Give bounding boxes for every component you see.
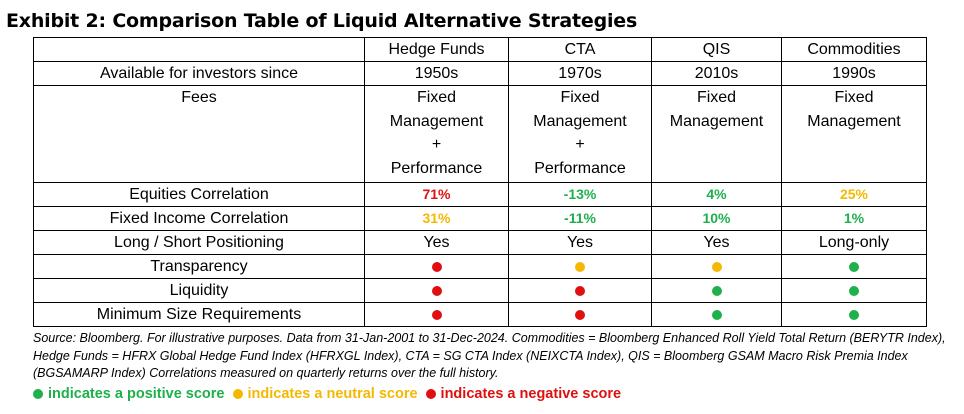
score-dot-icon <box>575 261 585 272</box>
equities-value: 25% <box>781 182 927 207</box>
fee-line: Fixed <box>416 89 457 106</box>
red-dot-icon <box>425 389 436 399</box>
row-label: Minimum Size Requirements <box>33 302 365 327</box>
since-value: 1970s <box>508 61 652 86</box>
legend-text: indicates a positive score <box>48 386 225 402</box>
fee-line: + <box>431 136 442 153</box>
score-dot-icon <box>575 309 585 320</box>
positioning-value: Yes <box>651 230 782 255</box>
fees-cell: Fixed Management <box>781 85 927 183</box>
fee-line: Performance <box>534 159 626 177</box>
min-size-cell <box>651 302 782 327</box>
column-header: Commodities <box>781 37 927 62</box>
legend-item-negative: indicates a negative score <box>425 386 622 402</box>
min-size-row: Minimum Size Requirements <box>33 302 927 327</box>
transparency-row: Transparency <box>33 254 927 279</box>
transparency-cell <box>651 254 782 279</box>
row-label: Fees <box>33 85 365 183</box>
legend-text: indicates a neutral score <box>247 386 418 402</box>
header-empty <box>33 37 365 62</box>
fixed-income-row: Fixed Income Correlation 31% -11% 10% 1% <box>33 206 927 231</box>
fee-line: Management <box>807 112 901 130</box>
legend-text: indicates a negative score <box>440 386 622 402</box>
score-dot-icon <box>431 285 442 296</box>
equities-value: -13% <box>508 182 652 207</box>
score-dot-icon <box>711 285 722 296</box>
column-header: Hedge Funds <box>364 37 509 62</box>
fee-line: Management <box>533 112 627 130</box>
positioning-value: Long-only <box>781 230 927 255</box>
fees-row: Fees Fixed Management + Performance Fixe… <box>33 85 927 183</box>
liquidity-cell <box>364 278 509 303</box>
equities-value: 71% <box>364 182 509 207</box>
liquidity-cell <box>651 278 782 303</box>
fixed-income-value: -11% <box>508 206 652 231</box>
source-note: Source: Bloomberg. For illustrative purp… <box>33 331 946 380</box>
column-header: CTA <box>508 37 652 62</box>
score-dot-icon <box>849 285 859 296</box>
fee-line: Performance <box>390 159 483 177</box>
header-row: Hedge Funds CTA QIS Commodities <box>33 37 927 62</box>
liquidity-cell <box>781 278 927 303</box>
score-legend: indicates a positive score indicates a n… <box>33 386 629 402</box>
positioning-value: Yes <box>364 230 509 255</box>
legend-item-positive: indicates a positive score <box>33 386 225 402</box>
row-label: Available for investors since <box>33 61 365 86</box>
score-dot-icon <box>575 285 585 296</box>
min-size-cell <box>781 302 927 327</box>
fees-cell: Fixed Management <box>651 85 782 183</box>
green-dot-icon <box>33 389 43 399</box>
row-label: Fixed Income Correlation <box>33 206 365 231</box>
legend-item-neutral: indicates a neutral score <box>232 386 418 402</box>
fee-line: Fixed <box>834 89 874 106</box>
since-row: Available for investors since 1950s 1970… <box>33 61 927 86</box>
fees-cell: Fixed Management + Performance <box>508 85 652 183</box>
transparency-cell <box>508 254 652 279</box>
score-dot-icon <box>431 261 442 272</box>
score-dot-icon <box>849 309 859 320</box>
exhibit-title: Exhibit 2: Comparison Table of Liquid Al… <box>6 10 638 32</box>
min-size-cell <box>364 302 509 327</box>
positioning-value: Yes <box>508 230 652 255</box>
fixed-income-value: 10% <box>651 206 782 231</box>
row-label: Equities Correlation <box>33 182 365 207</box>
equities-row: Equities Correlation 71% -13% 4% 25% <box>33 182 927 207</box>
fees-cell: Fixed Management + Performance <box>364 85 509 183</box>
score-dot-icon <box>849 261 859 272</box>
liquidity-row: Liquidity <box>33 278 927 303</box>
fee-line: Management <box>669 112 764 130</box>
score-dot-icon <box>431 309 442 320</box>
row-label: Transparency <box>33 254 365 279</box>
equities-value: 4% <box>651 182 782 207</box>
fee-line: + <box>575 136 585 153</box>
fee-line: Management <box>389 112 484 130</box>
comparison-table: Hedge Funds CTA QIS Commodities Availabl… <box>33 37 927 327</box>
transparency-cell <box>781 254 927 279</box>
fixed-income-value: 1% <box>781 206 927 231</box>
score-dot-icon <box>711 309 722 320</box>
row-label: Long / Short Positioning <box>33 230 365 255</box>
since-value: 1990s <box>781 61 927 86</box>
row-label: Liquidity <box>33 278 365 303</box>
min-size-cell <box>508 302 652 327</box>
yellow-dot-icon <box>232 389 243 399</box>
column-header: QIS <box>651 37 782 62</box>
transparency-cell <box>364 254 509 279</box>
positioning-row: Long / Short Positioning Yes Yes Yes Lon… <box>33 230 927 255</box>
since-value: 1950s <box>364 61 509 86</box>
fee-line: Fixed <box>560 89 600 106</box>
since-value: 2010s <box>651 61 782 86</box>
liquidity-cell <box>508 278 652 303</box>
fee-line: Fixed <box>696 89 737 106</box>
score-dot-icon <box>711 261 722 272</box>
fixed-income-value: 31% <box>364 206 509 231</box>
